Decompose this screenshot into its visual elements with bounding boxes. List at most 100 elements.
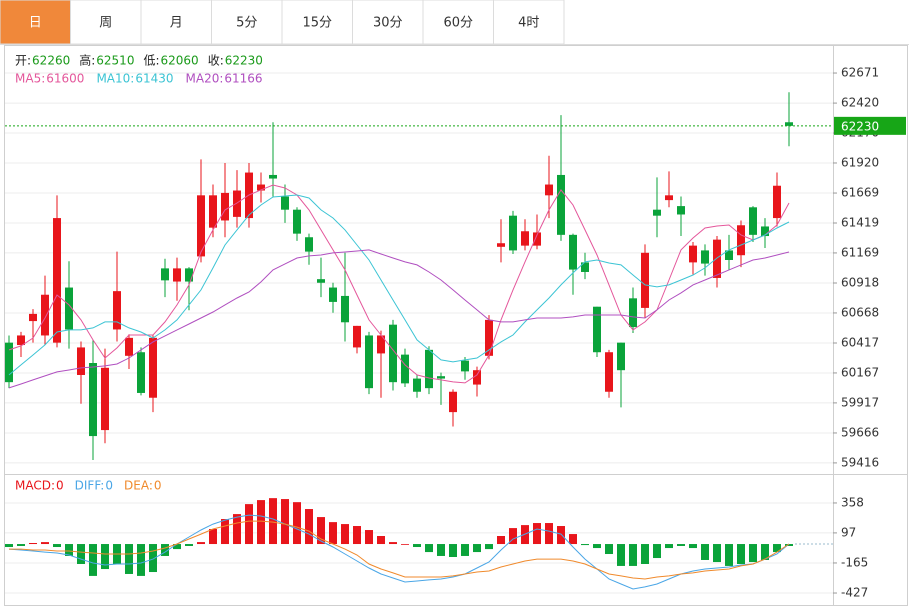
- tab-background[interactable]: [0, 0, 71, 45]
- y-tick-label: 358: [841, 495, 864, 509]
- macd-bar: [665, 544, 673, 549]
- macd-bar: [281, 499, 289, 545]
- ma-line: [8, 249, 790, 389]
- candle-body: [209, 195, 217, 228]
- macd-bar: [173, 544, 181, 550]
- candle-body: [677, 206, 685, 215]
- last-price-box: [834, 116, 906, 135]
- candle-body: [197, 195, 205, 257]
- macd-bar: [53, 544, 61, 548]
- macd-bar: [485, 544, 493, 550]
- tab-label[interactable]: 30分: [373, 16, 403, 31]
- macd-bar: [149, 544, 157, 573]
- macd-bar: [581, 544, 589, 546]
- tab-background[interactable]: [140, 0, 212, 45]
- tab-label[interactable]: 15分: [302, 16, 332, 31]
- candle-body: [329, 287, 337, 302]
- ma-line: [8, 194, 790, 376]
- macd-bar: [449, 544, 457, 557]
- candle-body: [665, 195, 673, 201]
- tab[interactable]: 5分: [211, 0, 283, 45]
- candle-body: [497, 243, 505, 247]
- y-tick-label: 60167: [841, 365, 879, 379]
- legend-label: MA5:: [15, 72, 45, 86]
- candle-body: [65, 287, 73, 330]
- ma-line: [8, 184, 790, 384]
- tab[interactable]: 15分: [281, 0, 353, 45]
- tab[interactable]: 日: [0, 0, 71, 45]
- y-tick-label: -165: [841, 555, 868, 569]
- macd-bar: [557, 526, 565, 545]
- macd-bar: [209, 529, 217, 545]
- tab-background[interactable]: [493, 0, 565, 45]
- macd-bar: [629, 544, 637, 566]
- macd-line: [8, 514, 790, 590]
- candle-body: [425, 349, 433, 389]
- y-tick-label: -427: [841, 586, 868, 600]
- candle-body: [5, 342, 13, 383]
- legend-label: 低:: [143, 54, 159, 68]
- tab-label[interactable]: 4时: [518, 16, 539, 31]
- macd-bar: [197, 542, 205, 545]
- candle-body: [149, 337, 157, 398]
- candle-body: [761, 226, 769, 237]
- candle-body: [569, 234, 577, 270]
- macd-bar: [329, 522, 337, 545]
- legend-value: 0: [56, 479, 64, 493]
- tab[interactable]: 30分: [352, 0, 424, 45]
- tab-label[interactable]: 60分: [443, 16, 473, 31]
- tab-label[interactable]: 5分: [236, 16, 257, 31]
- y-tick-label: 97: [841, 525, 856, 539]
- macd-bar: [317, 517, 325, 545]
- tab[interactable]: 月: [140, 0, 212, 45]
- y-tick-label: 62420: [841, 96, 879, 110]
- candle-body: [509, 215, 517, 251]
- candle-body: [401, 354, 409, 384]
- macd-bar: [713, 544, 721, 563]
- macd-bar: [377, 536, 385, 545]
- tab-label[interactable]: 月: [170, 16, 183, 31]
- candle-body: [77, 347, 85, 375]
- legend-value: 62060: [161, 54, 199, 68]
- macd-bar: [749, 544, 757, 563]
- macd-line: [9, 520, 790, 580]
- candle-body: [161, 268, 169, 281]
- candle-body: [41, 294, 49, 336]
- candle-body: [53, 218, 61, 343]
- candle-body: [521, 231, 529, 246]
- y-tick-label: 61920: [841, 155, 879, 169]
- macd-bar: [353, 526, 361, 545]
- y-tick-label: 59917: [841, 395, 879, 409]
- tab[interactable]: 4时: [493, 0, 565, 45]
- tab-label[interactable]: 日: [29, 16, 42, 31]
- legend-label: 高:: [79, 53, 95, 68]
- candle-body: [557, 174, 565, 235]
- macd-bar: [221, 519, 229, 545]
- macd-bar: [701, 544, 709, 560]
- macd-bar: [785, 544, 793, 546]
- macd-bar: [185, 544, 193, 546]
- tab[interactable]: 周: [70, 0, 142, 45]
- macd-bar: [473, 544, 481, 553]
- tab-label[interactable]: 周: [99, 16, 112, 31]
- macd-bar: [17, 544, 25, 546]
- candle-body: [17, 335, 25, 346]
- candle-body: [629, 298, 637, 328]
- macd-bar: [605, 544, 613, 555]
- legend-label: 开:: [15, 54, 31, 68]
- tab[interactable]: 60分: [422, 0, 494, 45]
- macd-bar: [593, 544, 601, 549]
- candle-body: [473, 370, 481, 385]
- tab-background[interactable]: [281, 0, 353, 45]
- macd-bar: [29, 542, 37, 545]
- candle-body: [365, 335, 373, 389]
- legend-value: 61430: [135, 72, 173, 86]
- y-tick-label: 60918: [841, 275, 879, 289]
- candle-body: [449, 391, 457, 413]
- candle-body: [413, 378, 421, 392]
- legend-label: MA10:: [96, 72, 134, 86]
- macd-bar: [41, 542, 49, 545]
- candle-body: [545, 184, 553, 196]
- macd-bar: [569, 534, 577, 545]
